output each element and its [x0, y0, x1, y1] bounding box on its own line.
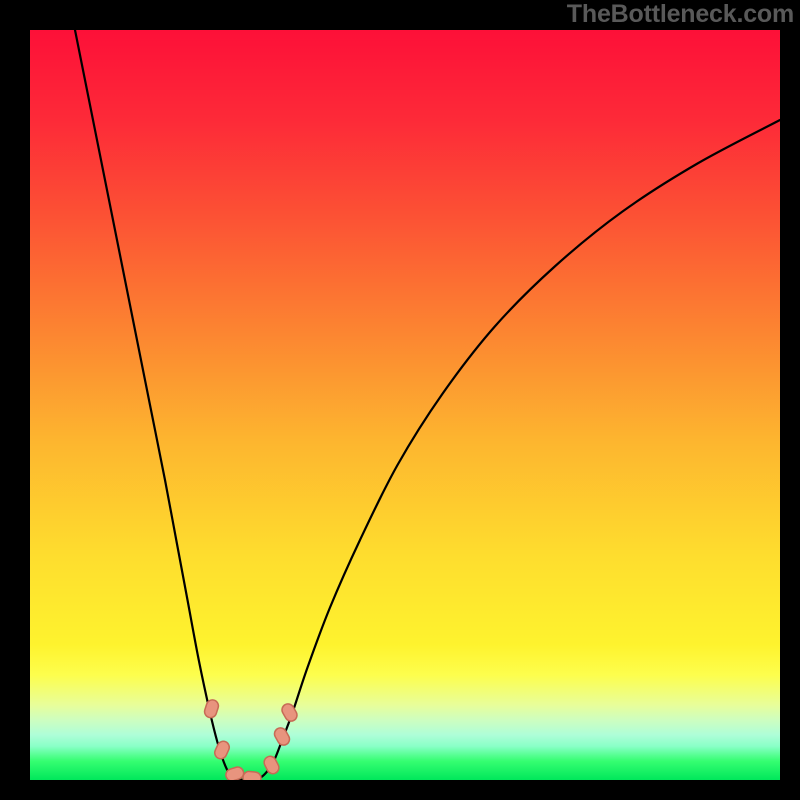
chart-background [30, 30, 780, 780]
watermark-text: TheBottleneck.com [567, 0, 794, 29]
plot-area [30, 30, 780, 780]
chart-frame: TheBottleneck.com [0, 0, 800, 800]
